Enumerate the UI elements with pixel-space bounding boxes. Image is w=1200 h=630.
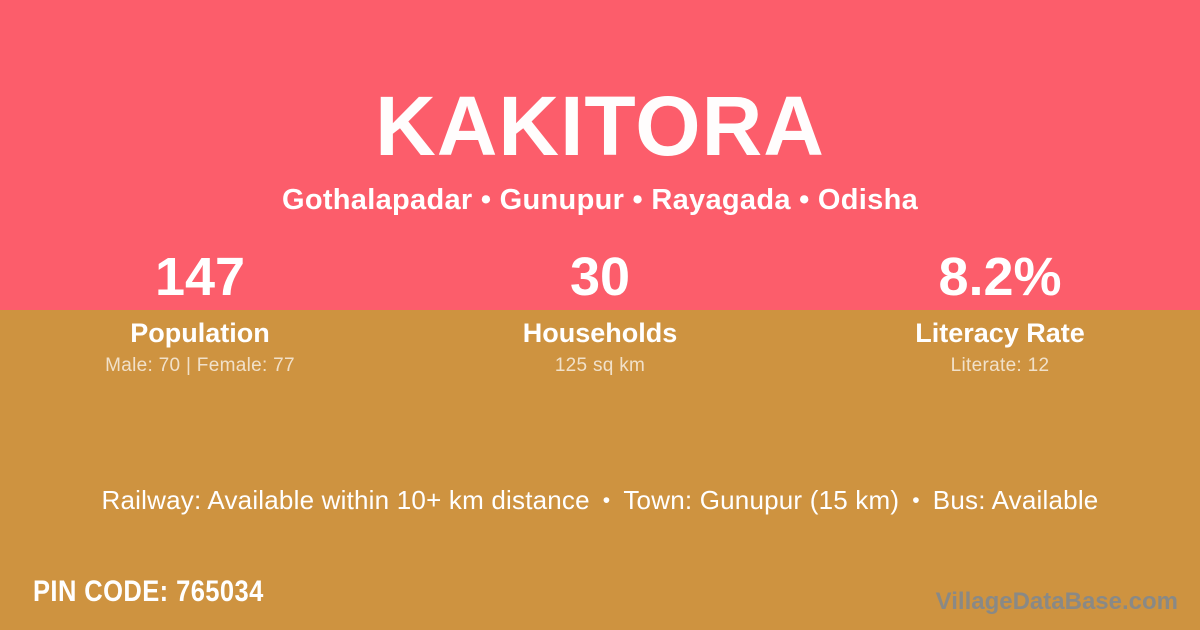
stat-literacy-rate: 8.2% Literacy Rate Literate: 12 — [800, 246, 1200, 378]
location-breadcrumb: Gothalapadar • Gunupur • Rayagada • Odis… — [281, 184, 919, 216]
bullet-separator: • — [912, 489, 920, 512]
transport-info-line: Railway: Available within 10+ km distanc… — [0, 484, 1200, 517]
population-value: 147 — [154, 247, 246, 307]
population-label: Population — [130, 318, 270, 348]
town-info: Town: Gunupur (15 km) — [623, 485, 900, 515]
stats-row: 147 Population Male: 70 | Female: 77 30 … — [0, 246, 1200, 378]
population-detail: Male: 70 | Female: 77 — [105, 355, 295, 376]
railway-info: Railway: Available within 10+ km distanc… — [101, 485, 590, 515]
households-detail: 125 sq km — [554, 355, 646, 376]
households-value: 30 — [569, 247, 631, 307]
bus-info: Bus: Available — [932, 485, 1099, 515]
pin-code: PIN CODE: 765034 — [33, 575, 264, 608]
stat-households: 30 Households 125 sq km — [400, 246, 800, 378]
literacy-rate-label: Literacy Rate — [915, 318, 1085, 348]
bullet-separator: • — [602, 489, 611, 512]
literacy-rate-detail: Literate: 12 — [950, 355, 1050, 376]
literacy-rate-value: 8.2% — [938, 247, 1062, 307]
stat-population: 147 Population Male: 70 | Female: 77 — [0, 246, 400, 378]
watermark-brand: VillageDataBase.com — [935, 588, 1178, 615]
village-name-title: KAKITORA — [375, 79, 825, 173]
households-label: Households — [522, 318, 678, 348]
